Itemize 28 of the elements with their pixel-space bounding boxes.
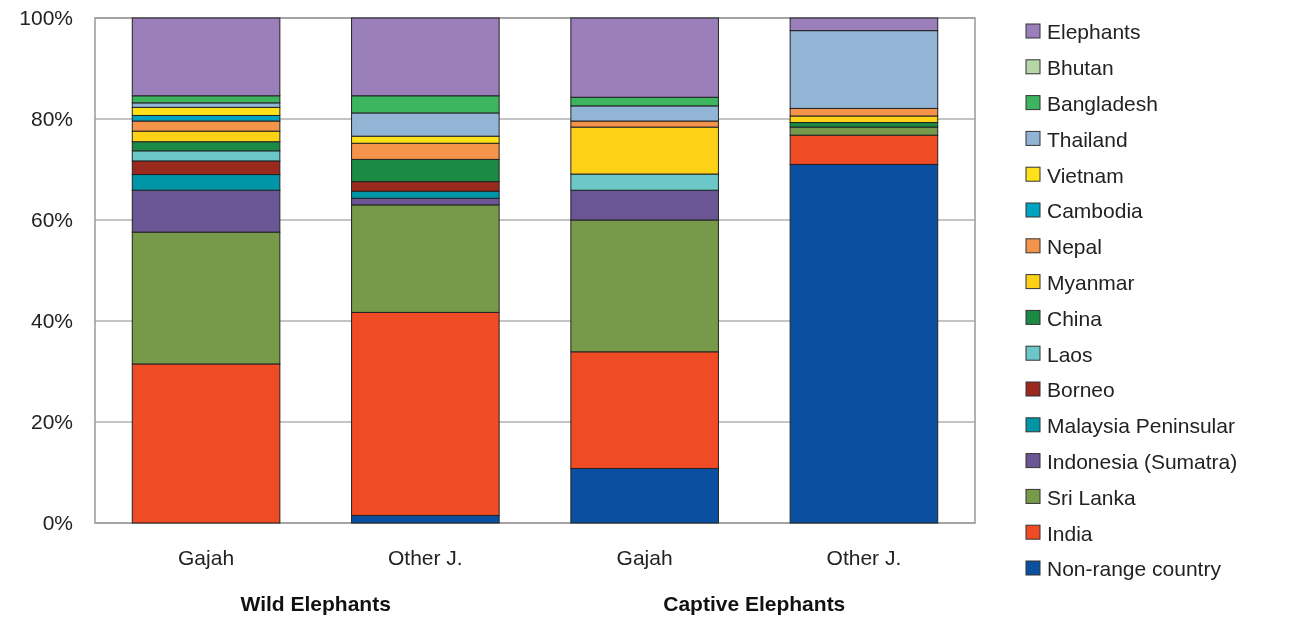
x-tick-label: Other J.	[388, 546, 463, 569]
legend-label: Indonesia (Sumatra)	[1047, 449, 1238, 473]
legend-label: Thailand	[1047, 127, 1128, 151]
y-tick-label: 40%	[30, 309, 73, 333]
text: Captive Elephants	[663, 592, 846, 615]
legend-label: Borneo	[1047, 378, 1115, 402]
text: Wild Elephants	[240, 592, 391, 615]
y-tick-label: 60%	[30, 208, 73, 232]
x-tick-label: Other J.	[826, 546, 902, 569]
y-tick-label: 0%	[42, 511, 73, 535]
legend-label: Malaysia Peninsular	[1047, 414, 1235, 438]
legend-label: Cambodia	[1047, 199, 1144, 223]
legend-label: India	[1047, 521, 1093, 545]
legend-label: Nepal	[1047, 235, 1102, 259]
x-tick-label: Gajah	[178, 546, 235, 569]
legend-label: Vietnam	[1047, 163, 1124, 187]
y-tick-label: 20%	[30, 410, 73, 434]
legend-label: Bangladesh	[1047, 91, 1158, 115]
legend-label: Elephants	[1047, 20, 1141, 44]
legend-label: Sri Lanka	[1047, 485, 1137, 509]
legend-label: Bhutan	[1047, 56, 1114, 80]
legend-label: China	[1047, 306, 1103, 330]
y-tick-label: 100%	[19, 6, 73, 30]
x-tick-label: Gajah	[616, 546, 673, 569]
legend-label: Myanmar	[1047, 270, 1135, 294]
legend-label: Non-range country	[1047, 557, 1222, 581]
legend-label: Laos	[1047, 342, 1093, 366]
y-tick-label: 80%	[30, 107, 73, 131]
